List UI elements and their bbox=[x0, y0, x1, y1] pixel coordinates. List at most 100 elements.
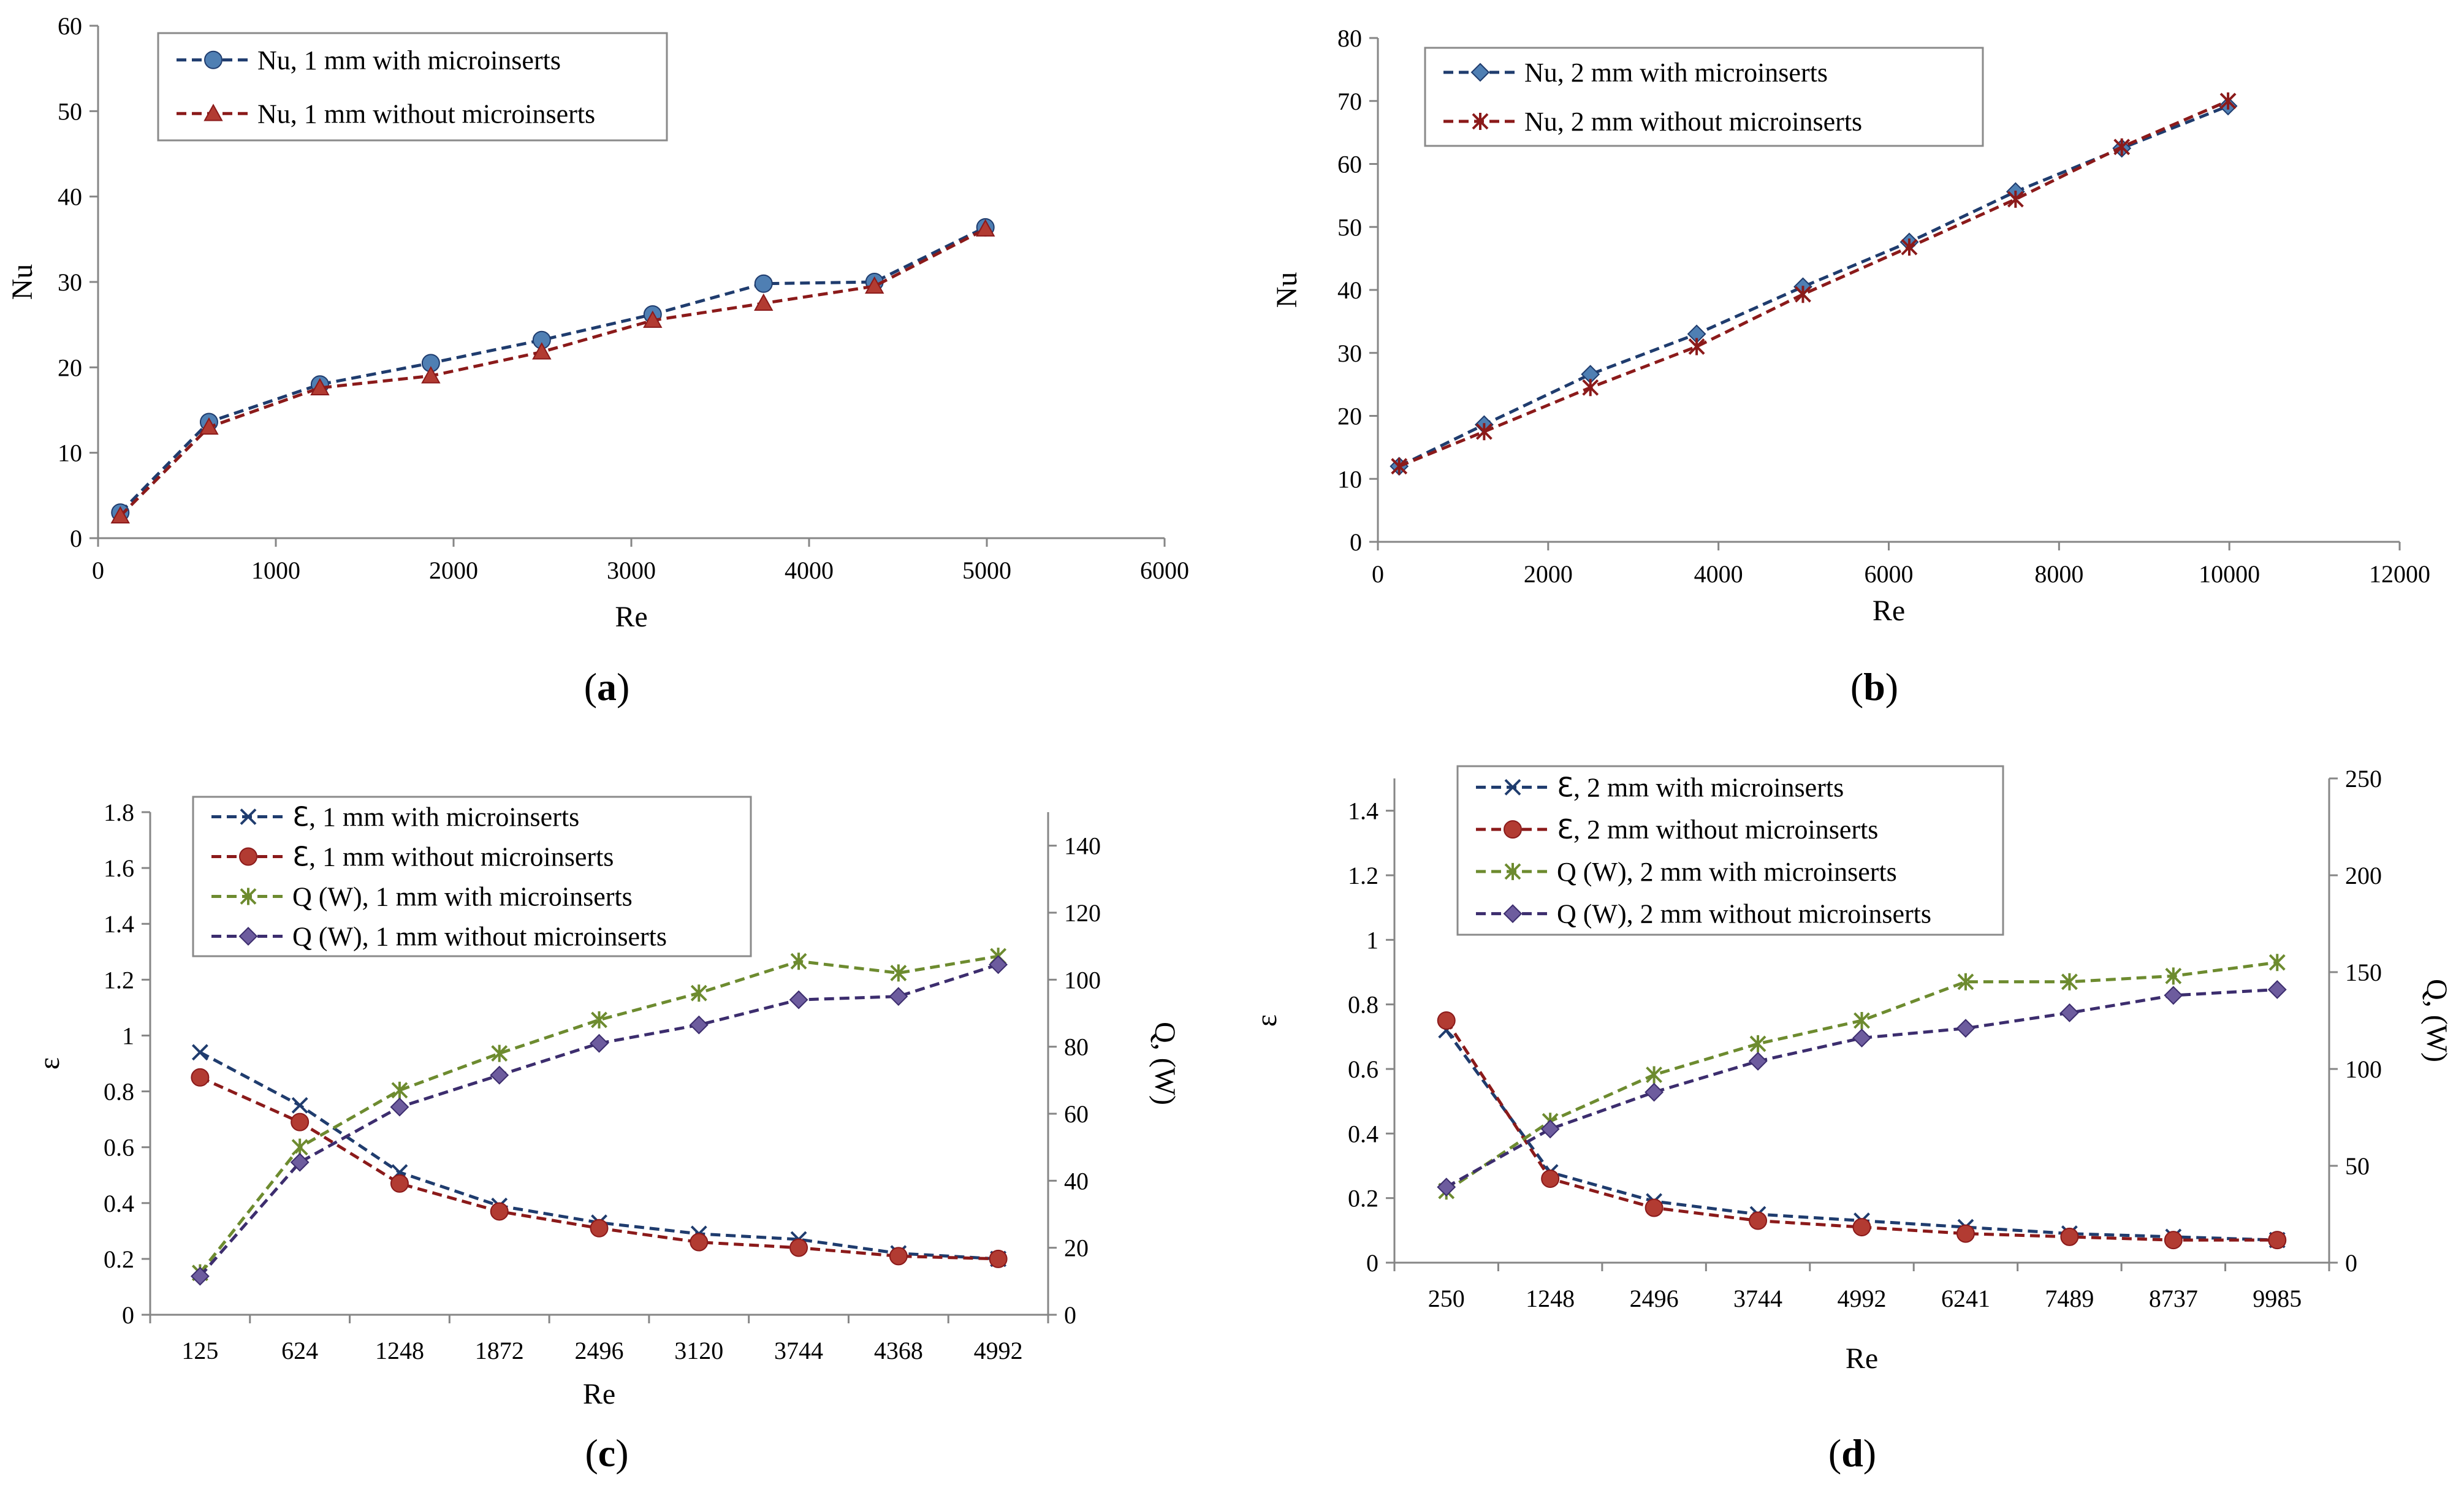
legend-label: Nu, 1 mm with microinserts bbox=[257, 45, 561, 75]
y-tick-label: 60 bbox=[1337, 151, 1362, 178]
data-point bbox=[1437, 1177, 1456, 1197]
y-tick-label: 0 bbox=[1350, 528, 1362, 556]
legend-c: ℇ, 1 mm with microinserts ℇ, 1 mm without… bbox=[192, 796, 752, 957]
data-point bbox=[754, 274, 773, 293]
x-tick-label: 12000 bbox=[2369, 560, 2430, 588]
y-tick-label: 1 bbox=[1366, 926, 1378, 954]
legend-label: Q (W), 1 mm without microinserts bbox=[292, 922, 667, 952]
y-tick-label: 20 bbox=[1337, 403, 1362, 430]
x-tick-label: 6000 bbox=[1865, 560, 1914, 588]
legend-marker bbox=[1504, 778, 1521, 796]
data-point bbox=[643, 310, 663, 328]
x-tick-label: 125 bbox=[181, 1337, 218, 1364]
y-tick-label: 0.4 bbox=[104, 1190, 134, 1217]
x-tick-label: 8000 bbox=[2034, 560, 2083, 588]
data-point bbox=[690, 1233, 709, 1252]
data-point bbox=[989, 1249, 1008, 1268]
x-tick-label: 3744 bbox=[1733, 1285, 1782, 1312]
y-tick-label: 1.4 bbox=[104, 910, 134, 938]
x-tick-label: 0 bbox=[1372, 560, 1384, 588]
data-point bbox=[1854, 1012, 1870, 1029]
data-point bbox=[2268, 1231, 2287, 1250]
y-tick-label: 0.6 bbox=[1348, 1055, 1378, 1083]
data-point bbox=[865, 276, 884, 294]
series-line bbox=[119, 226, 986, 514]
y2-tick-label: 60 bbox=[1064, 1100, 1089, 1128]
y-tick-label: 1 bbox=[122, 1022, 134, 1049]
series-line bbox=[199, 963, 999, 1277]
legend-box bbox=[192, 796, 752, 957]
data-point bbox=[190, 1266, 210, 1286]
x-tick-label: 3000 bbox=[607, 557, 656, 584]
series-b-1 bbox=[1391, 92, 2237, 475]
series-c-1 bbox=[191, 1068, 1008, 1268]
y-axis-title: ε bbox=[1250, 1014, 1283, 1027]
data-point bbox=[390, 1097, 409, 1117]
data-point bbox=[1956, 1019, 1975, 1038]
data-point bbox=[2165, 967, 2182, 985]
data-point bbox=[1852, 1218, 1871, 1237]
data-point bbox=[199, 417, 219, 435]
y2-tick-label: 0 bbox=[1064, 1301, 1076, 1329]
y-tick-label: 50 bbox=[58, 97, 82, 125]
data-point bbox=[2268, 954, 2286, 972]
x-tick-label: 2000 bbox=[429, 557, 478, 584]
y-tick-label: 40 bbox=[1337, 276, 1362, 304]
data-point bbox=[590, 1033, 609, 1053]
y-tick-label: 70 bbox=[1337, 88, 1362, 115]
y-tick-label: 0 bbox=[70, 525, 82, 552]
data-point bbox=[391, 1081, 408, 1099]
legend-label: ℇ, 1 mm with microinserts bbox=[292, 802, 579, 832]
y-tick-label: 60 bbox=[58, 12, 82, 40]
legend-label: Q (W), 2 mm with microinserts bbox=[1557, 857, 1897, 887]
chart-b: 0 10 20 30 40 50 60 70 80 0 2000 4000 6000 8000 10000 1… bbox=[1271, 25, 2430, 627]
series-line bbox=[1398, 99, 2229, 468]
x-tick-label: 0 bbox=[92, 557, 104, 584]
y2-tick-label: 100 bbox=[2345, 1055, 2382, 1083]
legend-marker bbox=[1504, 862, 1521, 880]
data-point bbox=[975, 219, 995, 237]
x-tick-label: 1248 bbox=[1526, 1285, 1575, 1312]
data-point bbox=[291, 1097, 308, 1114]
y2-tick-label: 250 bbox=[2345, 765, 2382, 793]
y-tick-label: 1.8 bbox=[104, 799, 134, 826]
x-tick-label: 2496 bbox=[575, 1337, 624, 1364]
legend-marker bbox=[1503, 904, 1523, 924]
x-tick-label: 2496 bbox=[1630, 1285, 1679, 1312]
data-point bbox=[1437, 1011, 1456, 1030]
y-tick-label: 0.8 bbox=[1348, 991, 1378, 1019]
legend-label: Q (W), 1 mm with microinserts bbox=[292, 882, 633, 912]
x-axis-title: Re bbox=[1846, 1342, 1878, 1375]
data-point bbox=[421, 366, 441, 384]
data-point bbox=[1795, 286, 1811, 303]
x-tick-label: 6000 bbox=[1140, 557, 1189, 584]
data-point bbox=[1688, 338, 1705, 356]
y-tick-label: 30 bbox=[58, 268, 82, 296]
legend-marker bbox=[1504, 820, 1522, 839]
y2-tick-label: 80 bbox=[1064, 1033, 1089, 1061]
data-point bbox=[1391, 457, 1408, 475]
y-tick-label: 40 bbox=[58, 183, 82, 211]
x-axis-title: Re bbox=[1873, 595, 1905, 627]
y-tick-label: 80 bbox=[1337, 25, 1362, 52]
data-point bbox=[890, 964, 907, 982]
x-tick-label: 7489 bbox=[2045, 1285, 2094, 1312]
y-axis-title: ε bbox=[33, 1057, 66, 1070]
y2-tick-label: 120 bbox=[1064, 899, 1101, 927]
y2-axis-title: Q, (W) bbox=[2420, 979, 2453, 1062]
y2-tick-label: 20 bbox=[1064, 1234, 1089, 1262]
data-point bbox=[1957, 973, 1974, 991]
legend-label: ℇ, 2 mm without microinserts bbox=[1557, 815, 1878, 845]
data-point bbox=[290, 1152, 310, 1172]
data-point bbox=[689, 1015, 709, 1035]
legend-label: ℇ, 2 mm with microinserts bbox=[1557, 772, 1844, 802]
data-point bbox=[2060, 1227, 2079, 1246]
legend-label: ℇ, 1 mm without microinserts bbox=[292, 842, 614, 872]
data-point bbox=[490, 1202, 509, 1221]
x-tick-label: 4000 bbox=[1694, 560, 1743, 588]
y2-tick-label: 140 bbox=[1064, 832, 1101, 860]
legend-box bbox=[157, 32, 668, 142]
data-point bbox=[1646, 1066, 1663, 1084]
y-axis-title: Nu bbox=[6, 264, 39, 300]
data-point bbox=[1475, 423, 1492, 441]
